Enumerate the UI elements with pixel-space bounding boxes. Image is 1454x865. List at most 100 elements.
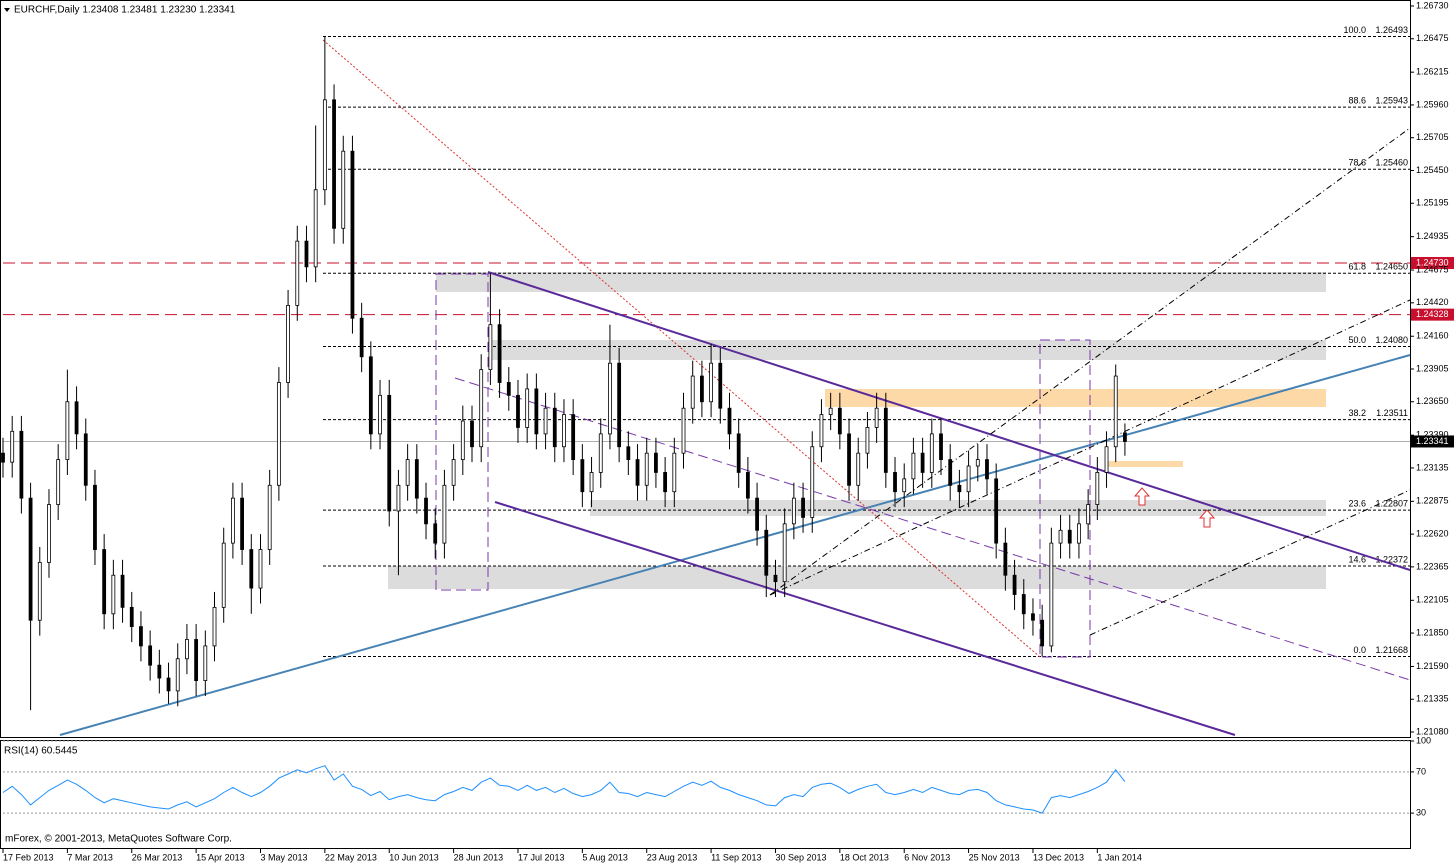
price-tag-label: 1.24730 (1416, 257, 1449, 267)
candle-body (424, 497, 428, 525)
fib-level-label: 23.6 (1348, 498, 1366, 508)
candle-body (847, 433, 851, 486)
candle-body (700, 375, 704, 403)
candle-body (672, 452, 677, 493)
x-tick-label: 15 Apr 2013 (196, 852, 245, 862)
candle-body (745, 472, 750, 499)
candle-body (644, 452, 649, 486)
price-tag-label: 1.24328 (1416, 309, 1449, 319)
candle-body (1021, 594, 1026, 615)
x-tick-label: 3 May 2013 (260, 852, 307, 862)
candle-body (139, 626, 143, 647)
candle-body (865, 427, 870, 454)
candle-body (883, 407, 888, 473)
candle-body (267, 484, 272, 550)
trend-line (59, 354, 1411, 736)
candle-body (479, 369, 484, 448)
candles (1, 36, 1127, 711)
fib-price-label: 1.26493 (1375, 25, 1408, 35)
candle-body (856, 452, 861, 486)
y-tick-label: 30 (1416, 807, 1426, 817)
fib-price-label: 1.24650 (1375, 262, 1408, 272)
y-tick-label: 1.22620 (1416, 528, 1449, 538)
candle-body (929, 433, 934, 473)
candle-body (626, 446, 631, 460)
candle-body (562, 414, 566, 448)
candle-body (350, 150, 355, 319)
candle-body (598, 433, 603, 473)
candle-body (571, 414, 576, 460)
x-tick-label: 5 Aug 2013 (582, 852, 628, 862)
y-tick-label: 1.23905 (1416, 363, 1449, 373)
fib-level-label: 50.0 (1348, 335, 1366, 345)
y-tick-label: 1.24420 (1416, 297, 1449, 307)
candle-body (231, 497, 235, 544)
y-tick-label: 1.22365 (1416, 561, 1449, 571)
x-tick-label: 30 Sep 2013 (775, 852, 826, 862)
box (435, 273, 489, 591)
rsi-title: RSI(14) 60.5445 (4, 746, 78, 757)
fib-price-label: 1.23511 (1376, 408, 1408, 418)
candle-body (396, 484, 401, 512)
chart-title: EURCHF,Daily 1.23408 1.23481 1.23230 1.2… (14, 5, 236, 16)
y-tick-label: 1.22105 (1416, 595, 1449, 605)
y-tick-label: 1.24935 (1416, 231, 1449, 241)
y-tick-label: 1.26730 (1416, 0, 1449, 10)
candle-body (534, 388, 539, 435)
candle-body (203, 645, 208, 682)
rsi-line (2, 765, 1126, 814)
candle-body (258, 549, 263, 589)
price-tags: 1.24730 1.24328 1.23341 (1411, 256, 1454, 448)
candle-body (1058, 529, 1063, 544)
candle-body (791, 497, 796, 525)
candle-body (1003, 542, 1008, 576)
zone (388, 566, 1326, 589)
candle-body (663, 472, 668, 493)
candle-body (755, 497, 759, 531)
candle-body (1113, 375, 1118, 448)
y-tick-label: 1.22875 (1416, 496, 1449, 506)
candle-body (414, 459, 419, 499)
candle-body (709, 362, 713, 403)
y-tick-label: 1.24675 (1416, 264, 1449, 274)
candle-body (332, 99, 336, 229)
fib-price-label: 1.22807 (1375, 498, 1408, 508)
menu-icon (4, 8, 10, 12)
price-tag (1411, 256, 1454, 269)
candle-body (185, 639, 189, 660)
candle-body (157, 664, 162, 679)
candle-body (939, 433, 943, 460)
candle-body (212, 606, 217, 647)
candle-body (240, 497, 244, 550)
candle-body (1095, 472, 1100, 505)
price-tag-label: 1.23341 (1416, 436, 1449, 446)
candle-body (727, 407, 732, 435)
candle-body (368, 356, 373, 435)
candle-body (773, 574, 778, 583)
x-tick-label: 1 Jan 2014 (1097, 852, 1142, 862)
drawings (59, 39, 1411, 736)
candle-body (966, 465, 971, 493)
y-tick-label: 100 (1416, 735, 1431, 745)
candle-body (819, 414, 824, 448)
price-tag (1411, 308, 1454, 321)
candle-body (286, 304, 290, 383)
candle-body (801, 497, 805, 518)
zone (825, 389, 1326, 407)
candle-body (580, 459, 585, 493)
candle-body (304, 240, 309, 268)
x-tick-label: 13 Dec 2013 (1033, 852, 1084, 862)
candle-body (65, 401, 70, 460)
candle-body (83, 433, 88, 486)
candle-body (874, 407, 879, 428)
candle-body (322, 99, 327, 191)
x-tick-label: 26 Mar 2013 (132, 852, 183, 862)
candle-body (828, 407, 833, 416)
candle-body (1, 452, 5, 463)
candle-body (221, 542, 226, 608)
y-tick-label: 1.26475 (1416, 33, 1449, 43)
candle-body (736, 433, 741, 473)
channel-line (494, 501, 1236, 736)
candle-body (451, 459, 456, 486)
y-tick-label: 1.23650 (1416, 396, 1449, 406)
